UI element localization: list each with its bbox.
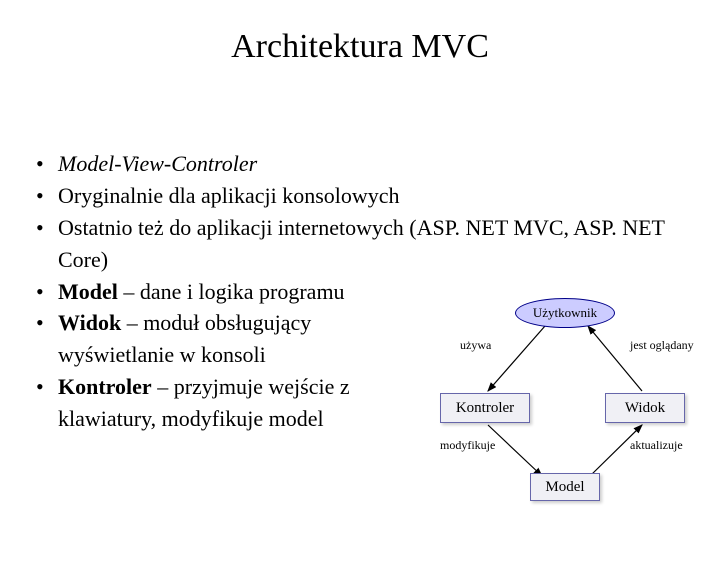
bullet-lead: Kontroler (58, 374, 152, 399)
bullet-item: Model-View-Controler (36, 148, 676, 180)
edge-label-view-user: jest oglądany (630, 338, 694, 353)
edge-view-user (588, 326, 642, 391)
edge-label-model-view: aktualizuje (630, 438, 683, 453)
edge-controller-model (488, 425, 542, 476)
page-title: Architektura MVC (0, 28, 720, 66)
node-user: Użytkownik (515, 298, 615, 328)
node-view: Widok (605, 393, 685, 423)
bullet-rest: – dane i logika programu (118, 279, 345, 304)
node-model: Model (530, 473, 600, 501)
mvc-diagram: Użytkownik Kontroler Widok Model używa jest … (430, 298, 700, 528)
bullet-lead: Model (58, 279, 118, 304)
bullet-item: Ostatnio też do aplikacji internetowych … (36, 212, 676, 276)
bullet-item: Widok – moduł obsługujący wyświetlanie w… (36, 307, 406, 371)
bullet-text: Model-View-Controler (58, 151, 257, 176)
edge-label-controller-model: modyfikuje (440, 438, 495, 453)
bullet-text: Ostatnio też do aplikacji internetowych … (58, 215, 665, 272)
node-controller: Kontroler (440, 393, 530, 423)
edge-label-user-controller: używa (460, 338, 491, 353)
edge-user-controller (488, 326, 545, 391)
bullet-text: Oryginalnie dla aplikacji konsolowych (58, 183, 400, 208)
bullet-item: Kontroler – przyjmuje wejście z klawiatu… (36, 371, 396, 435)
bullet-lead: Widok (58, 310, 121, 335)
bullet-item: Oryginalnie dla aplikacji konsolowych (36, 180, 676, 212)
